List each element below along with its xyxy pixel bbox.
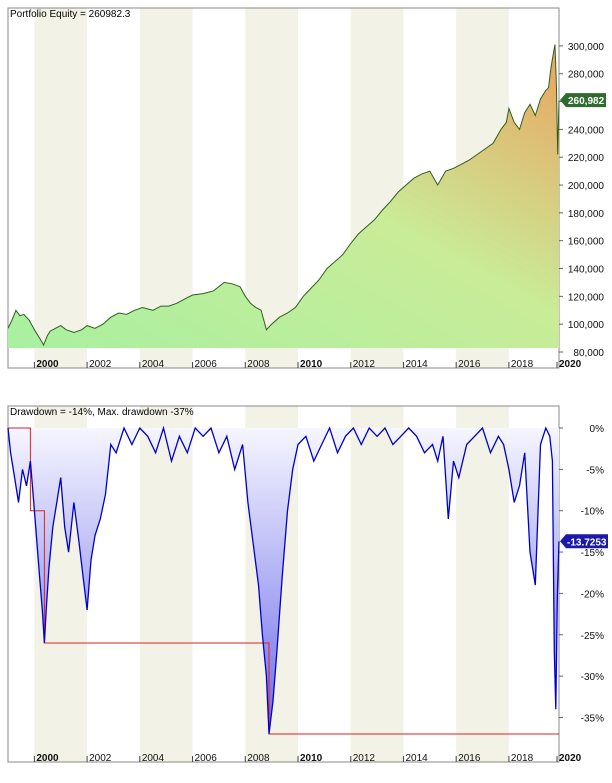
drawdown-area bbox=[8, 428, 559, 734]
drawdown-last-value-badge: -13.7253 bbox=[560, 534, 608, 549]
dd-y-tick-label: -20% bbox=[581, 589, 604, 600]
eq-y-tick-label: 280,000 bbox=[568, 70, 605, 81]
dd-year-band bbox=[139, 406, 193, 762]
eq-x-tick-label: 2010 bbox=[300, 359, 323, 370]
drawdown-chart: Drawdown = -14%, Max. drawdown -37% 0% -5… bbox=[0, 398, 612, 770]
dd-y-tick-label: -5% bbox=[586, 465, 604, 476]
dd-x-tick-label: 2014 bbox=[405, 753, 428, 764]
eq-y-tick-label: 140,000 bbox=[568, 265, 605, 276]
dd-y-tick-label: 0% bbox=[590, 424, 605, 435]
equity-line bbox=[7, 44, 560, 347]
eq-x-tick-label: 2012 bbox=[353, 359, 376, 370]
dd-y-tick-label: -10% bbox=[581, 507, 604, 518]
dd-x-tick-label: 2006 bbox=[195, 753, 218, 764]
dd-x-tick-label: 2008 bbox=[247, 753, 270, 764]
eq-x-tick-label: 2000 bbox=[36, 359, 59, 370]
eq-y-tick-label: 100,000 bbox=[568, 320, 605, 331]
eq-y-tick-label: 160,000 bbox=[568, 237, 605, 248]
eq-y-tick-label: 240,000 bbox=[568, 125, 605, 136]
drawdown-line bbox=[7, 425, 560, 735]
dd-year-band bbox=[350, 406, 404, 762]
dd-x-tick-label: 2012 bbox=[353, 753, 376, 764]
eq-x-tick-label: 2018 bbox=[511, 359, 534, 370]
eq-y-tick-label: 120,000 bbox=[568, 292, 605, 303]
eq-y-tick-label: 220,000 bbox=[568, 153, 605, 164]
dd-y-tick-label: -25% bbox=[581, 631, 604, 642]
dd-x-tick-label: 2018 bbox=[511, 753, 534, 764]
drawdown-plot-frame bbox=[7, 405, 560, 763]
eq-x-tick-label: 2016 bbox=[458, 359, 481, 370]
dd-year-band bbox=[456, 406, 509, 762]
eq-x-tick-label: 2014 bbox=[405, 359, 428, 370]
eq-x-tick-label: 2020 bbox=[559, 359, 582, 370]
drawdown-chart-svg: Drawdown = -14%, Max. drawdown -37% 0% -5… bbox=[7, 405, 608, 764]
equity-chart: Portfolio Equity = 260982.3 80,000 100,00… bbox=[0, 0, 612, 372]
dd-x-tick-label: 2004 bbox=[142, 753, 165, 764]
eq-y-tick-label: 80,000 bbox=[573, 348, 604, 359]
dd-y-tick-label: -35% bbox=[581, 713, 604, 724]
max-drawdown-line bbox=[8, 427, 559, 735]
equity-last-value-badge: 260,982 bbox=[560, 93, 606, 108]
dd-x-tick-label: 2002 bbox=[89, 753, 112, 764]
drawdown-chart-title: Drawdown = -14%, Max. drawdown -37% bbox=[10, 407, 194, 418]
dd-x-tick-label: 2016 bbox=[458, 753, 481, 764]
eq-x-tick-label: 2008 bbox=[247, 359, 270, 370]
eq-y-tick-label: 200,000 bbox=[568, 181, 605, 192]
dd-x-tick-label: 2020 bbox=[559, 753, 582, 764]
dd-x-tick-label: 2010 bbox=[300, 753, 323, 764]
equity-chart-title: Portfolio Equity = 260982.3 bbox=[10, 9, 131, 20]
eq-y-tick-label: 180,000 bbox=[568, 209, 605, 220]
dd-x-tick-label: 2000 bbox=[36, 753, 59, 764]
equity-area bbox=[8, 44, 559, 348]
eq-x-tick-label: 2002 bbox=[89, 359, 112, 370]
eq-y-tick-label: 300,000 bbox=[568, 42, 605, 53]
dd-y-tick-label: -15% bbox=[581, 548, 604, 559]
eq-year-band bbox=[34, 8, 88, 368]
equity-chart-svg: Portfolio Equity = 260982.3 80,000 100,00… bbox=[7, 7, 606, 370]
eq-x-tick-label: 2006 bbox=[195, 359, 218, 370]
drawdown-last-value-label: -13.7253 bbox=[567, 537, 607, 548]
dd-y-tick-label: -30% bbox=[581, 672, 604, 683]
eq-x-tick-label: 2004 bbox=[142, 359, 165, 370]
equity-last-value-label: 260,982 bbox=[568, 96, 605, 107]
